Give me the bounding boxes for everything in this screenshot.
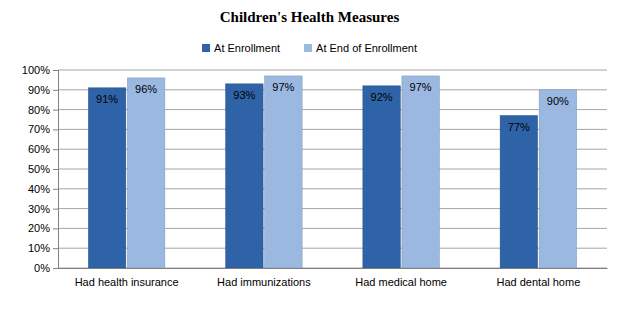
y-tick: 80% (28, 104, 58, 116)
data-label: 91% (96, 93, 118, 105)
data-label: 92% (371, 91, 393, 103)
y-tick-label: 100% (22, 64, 50, 76)
x-axis: Had health insurance Had immunizations Had… (59, 268, 608, 288)
bar (265, 76, 302, 268)
y-tick-mark (53, 149, 58, 150)
y-tick-label: 40% (28, 183, 50, 195)
y-tick-mark (53, 129, 58, 130)
y-axis-line (53, 71, 59, 269)
data-label: 96% (135, 83, 157, 95)
grid (58, 70, 607, 268)
y-tick-label: 70% (28, 123, 50, 135)
bar (127, 78, 164, 268)
x-tick-label: Had immunizations (217, 276, 311, 288)
bar (88, 88, 125, 268)
y-tick-label: 30% (28, 203, 50, 215)
y-tick-mark (53, 268, 58, 269)
data-label: 90% (547, 95, 569, 107)
legend-label: At End of Enrollment (316, 42, 417, 54)
chart: Children's Health Measures 0% 10% 20% 30% 40%… (0, 0, 619, 321)
x-tick-label: Had dental home (496, 276, 580, 288)
y-tick: 40% (28, 183, 58, 195)
y-tick-mark (53, 228, 58, 229)
y-tick: 30% (28, 203, 58, 215)
y-tick-mark (53, 189, 58, 190)
y-tick: 90% (28, 84, 58, 96)
title: Children's Health Measures (220, 9, 400, 25)
data-label: 77% (508, 121, 530, 133)
y-tick-label: 60% (28, 143, 50, 155)
x-tick-label: Had medical home (355, 276, 447, 288)
x-tick: Had immunizations (217, 268, 311, 288)
series (127, 76, 576, 268)
x-tick: Had health insurance (75, 268, 179, 288)
legend-swatch (304, 44, 312, 52)
y-tick: 20% (28, 222, 58, 234)
legend-label: At Enrollment (214, 42, 280, 54)
y-tick-mark (53, 209, 58, 210)
y-tick-mark (53, 110, 58, 111)
y-tick-mark (53, 248, 58, 249)
y-tick-mark (53, 90, 58, 91)
grid-line (58, 70, 607, 71)
y-tick-label: 0% (34, 262, 50, 274)
x-axis-line (59, 268, 608, 269)
legend-item: At Enrollment (202, 42, 280, 54)
y-tick-label: 50% (28, 163, 50, 175)
bar (402, 76, 439, 268)
y-tick: 70% (28, 123, 58, 135)
y-tick-mark (53, 70, 58, 71)
y-tick: 10% (28, 242, 58, 254)
y-tick: 0% (34, 262, 58, 274)
bar (226, 84, 263, 268)
legend-swatch (202, 44, 210, 52)
data-label: 97% (272, 81, 294, 93)
bar (363, 86, 400, 268)
y-tick-mark (53, 169, 58, 170)
data-label: 97% (410, 81, 432, 93)
bars (88, 76, 576, 268)
y-tick-label: 20% (28, 222, 50, 234)
data-labels: 91% 93% 92% 77% 96% 97% 97% 90% (96, 81, 569, 133)
y-tick: 60% (28, 143, 58, 155)
x-tick: Had dental home (496, 268, 580, 288)
bar (500, 116, 537, 268)
legend-item: At End of Enrollment (304, 42, 417, 54)
y-tick-label: 90% (28, 84, 50, 96)
y-tick-label: 80% (28, 104, 50, 116)
y-axis: 0% 10% 20% 30% 40% 50% 60% 70% 80% 90% 100% (22, 64, 59, 274)
y-tick-label: 10% (28, 242, 50, 254)
y-tick: 50% (28, 163, 58, 175)
plot: 0%10%20%30%40%50%60%70%80%90%100%91%93%9… (22, 64, 608, 288)
data-label: 93% (233, 89, 255, 101)
legend: At Enrollment At End of Enrollment (202, 42, 417, 54)
y-tick: 100% (22, 64, 58, 76)
x-tick-label: Had health insurance (75, 276, 179, 288)
x-tick: Had medical home (355, 268, 447, 288)
bar (539, 90, 576, 268)
